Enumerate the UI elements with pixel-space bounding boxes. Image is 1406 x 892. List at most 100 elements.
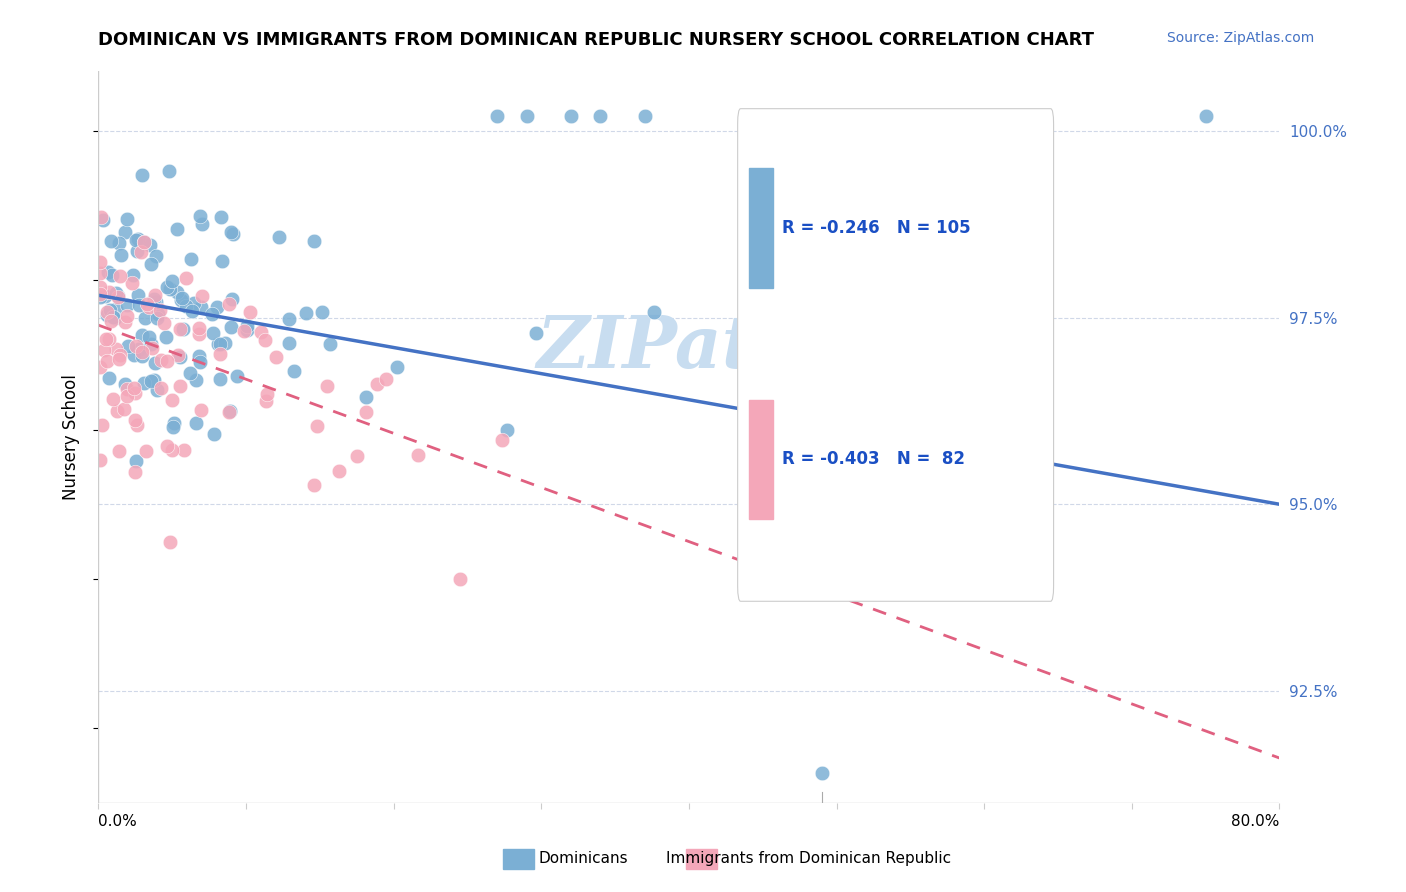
Point	[191, 289, 214, 303]
Point	[209, 210, 232, 224]
Point	[302, 478, 325, 492]
Point	[153, 316, 176, 330]
Point	[125, 453, 148, 467]
Point	[89, 290, 111, 304]
Point	[96, 308, 118, 322]
Point	[138, 301, 160, 315]
Point	[643, 305, 665, 319]
Point	[131, 168, 153, 182]
Point	[162, 393, 184, 408]
Point	[346, 449, 368, 463]
Point	[366, 376, 388, 391]
Point	[142, 373, 165, 387]
Point	[108, 352, 131, 367]
Point	[218, 404, 240, 418]
Point	[254, 333, 277, 347]
Point	[100, 268, 122, 283]
Point	[449, 572, 471, 586]
Point	[174, 299, 197, 313]
Point	[239, 305, 262, 319]
Point	[311, 305, 333, 319]
Point	[188, 349, 211, 363]
Point	[105, 404, 128, 418]
Point	[207, 337, 229, 351]
Point	[143, 356, 166, 370]
Point	[219, 225, 242, 239]
Point	[170, 293, 193, 307]
Point	[115, 309, 138, 323]
Point	[173, 442, 195, 457]
Point	[117, 212, 139, 227]
Text: Immigrants from Dominican Republic: Immigrants from Dominican Republic	[666, 851, 950, 865]
Point	[107, 289, 129, 303]
Point	[98, 302, 121, 317]
Text: R = -0.403   N =  82: R = -0.403 N = 82	[782, 450, 965, 468]
Point	[91, 213, 114, 227]
Point	[93, 343, 115, 358]
Point	[101, 392, 124, 406]
Point	[633, 109, 655, 123]
Point	[250, 325, 273, 339]
Y-axis label: Nursery School: Nursery School	[62, 374, 80, 500]
Point	[108, 348, 131, 362]
Point	[589, 109, 612, 123]
Point	[295, 306, 318, 320]
Point	[94, 332, 117, 346]
Point	[219, 319, 242, 334]
Point	[139, 337, 162, 351]
Point	[356, 390, 378, 404]
Point	[204, 426, 226, 441]
Point	[127, 244, 149, 258]
Point	[515, 109, 537, 123]
Point	[155, 439, 177, 453]
Point	[169, 351, 191, 365]
Point	[163, 416, 186, 430]
Point	[117, 383, 139, 397]
Point	[156, 354, 179, 368]
Point	[145, 249, 167, 263]
Point	[269, 230, 291, 244]
Point	[150, 353, 173, 368]
Point	[114, 377, 136, 392]
Point	[110, 248, 132, 262]
Point	[89, 266, 111, 280]
Point	[172, 321, 194, 335]
Point	[157, 163, 180, 178]
Point	[209, 347, 232, 361]
Point	[90, 210, 112, 224]
Point	[141, 341, 163, 355]
Point	[108, 444, 131, 458]
Point	[89, 287, 111, 301]
Point	[524, 326, 547, 340]
Point	[134, 235, 156, 249]
Point	[277, 312, 299, 326]
Point	[236, 319, 259, 334]
Point	[124, 386, 146, 401]
Point	[385, 359, 408, 374]
Point	[114, 315, 136, 329]
Text: ZIPatlas: ZIPatlas	[537, 312, 870, 383]
Point	[256, 386, 278, 401]
Text: Dominicans: Dominicans	[538, 851, 628, 865]
Point	[132, 376, 155, 391]
Point	[101, 310, 124, 325]
Point	[124, 348, 146, 362]
Point	[222, 227, 245, 241]
Point	[211, 254, 233, 268]
Text: 80.0%: 80.0%	[1232, 814, 1279, 829]
Point	[132, 235, 155, 249]
Point	[89, 360, 111, 375]
Point	[316, 379, 339, 393]
Point	[127, 288, 149, 302]
Point	[131, 349, 153, 363]
Point	[149, 302, 172, 317]
Point	[190, 402, 212, 417]
Point	[205, 300, 228, 314]
Point	[186, 416, 208, 430]
Point	[167, 348, 190, 362]
Point	[94, 289, 117, 303]
Point	[128, 343, 150, 357]
Point	[486, 109, 509, 123]
Point	[143, 288, 166, 302]
Point	[124, 465, 146, 479]
